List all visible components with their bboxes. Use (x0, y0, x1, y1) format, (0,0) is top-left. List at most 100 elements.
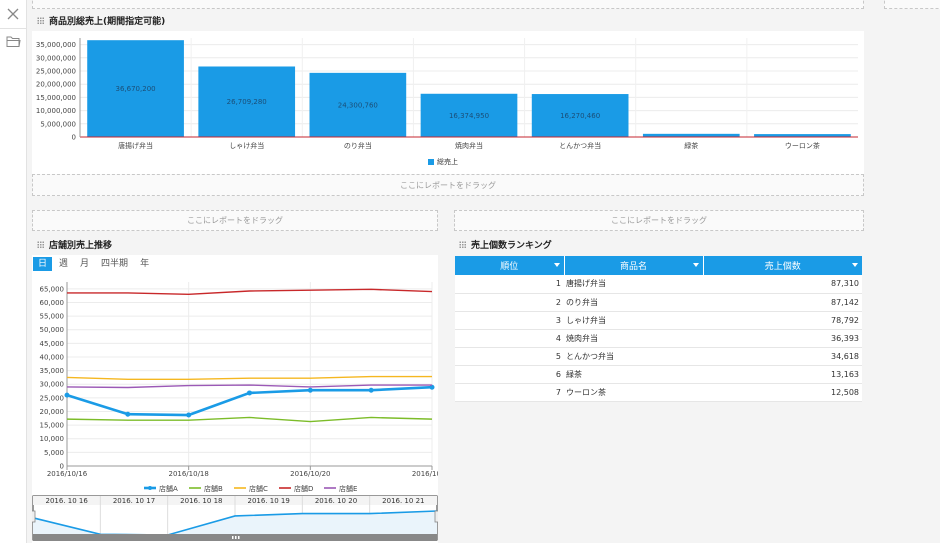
folder-open-icon[interactable] (4, 32, 22, 50)
column-header-product[interactable]: 商品名 (564, 256, 704, 275)
y-tick-label: 10,000,000 (36, 107, 76, 115)
sort-caret-icon[interactable] (852, 263, 858, 267)
x-tick-label: 2016/10/22 (412, 470, 438, 478)
toolbar-divider (0, 28, 27, 29)
drop-zone-right[interactable]: ここにレポートをドラッグ (454, 210, 864, 231)
rank-cell: 2 (455, 293, 564, 312)
x-tick-label: しゃけ弁当 (229, 141, 264, 150)
drop-zone-top[interactable]: ここにレポートをドラッグ (32, 0, 864, 9)
left-toolbar (0, 0, 27, 543)
period-option[interactable]: 日 (33, 257, 53, 271)
drag-handle-icon[interactable] (459, 241, 466, 248)
bar (531, 94, 629, 137)
series-point (307, 387, 313, 393)
column-header-quantity[interactable]: 売上個数 (703, 256, 862, 275)
y-tick-label: 40,000 (40, 353, 65, 361)
trend-chart-header[interactable]: 店舗別売上推移 (37, 238, 112, 251)
y-tick-label: 50,000 (40, 326, 65, 334)
bar (642, 133, 740, 137)
drop-zone-top-right[interactable] (884, 0, 940, 9)
y-tick-label: 30,000,000 (36, 54, 76, 62)
product-cell: しゃけ弁当 (564, 311, 703, 330)
legend-swatch (428, 159, 434, 165)
ranking-header[interactable]: 売上個数ランキング (459, 238, 552, 251)
y-tick-label: 35,000,000 (36, 41, 76, 49)
sort-caret-icon[interactable] (553, 263, 560, 267)
table-row[interactable]: 5 とんかつ弁当 34,618 (455, 347, 862, 366)
sort-caret-icon[interactable] (692, 263, 699, 267)
drag-handle-icon[interactable] (37, 241, 44, 248)
y-tick-label: 55,000 (40, 313, 65, 321)
bar (754, 134, 851, 137)
table-row[interactable]: 1 唐揚げ弁当 87,310 (455, 275, 862, 294)
sales-chart-header[interactable]: 商品別総売上(期間指定可能) (37, 14, 165, 27)
trend-chart-title: 店舗別売上推移 (49, 241, 113, 251)
series-point (247, 390, 252, 396)
x-tick-label: 2016/10/18 (168, 470, 208, 478)
y-tick-label: 15,000 (40, 422, 65, 430)
navigator-handle-left (32, 510, 36, 523)
legend-label: 店舗E (339, 484, 357, 493)
table-row[interactable]: 6 緑茶 13,163 (455, 365, 862, 384)
bar-data-label: 26,709,280 (227, 98, 267, 106)
drop-zone-label: ここにレポートをドラッグ (400, 180, 496, 190)
ranking-table-wrap: 順位 商品名 売上個数 1 唐揚げ弁当 87,310 2 のり弁当 87,142 3 しゃけ弁… (455, 256, 862, 402)
x-tick-label: 緑茶 (684, 141, 698, 150)
x-tick-label: 2016/10/16 (47, 470, 88, 478)
y-tick-label: 0 (60, 463, 64, 471)
drop-zone-middle[interactable]: ここにレポートをドラッグ (32, 174, 864, 196)
bar-data-label: 24,300,760 (338, 101, 378, 109)
y-tick-label: 60,000 (40, 299, 65, 307)
series-line (66, 384, 432, 389)
period-option[interactable]: 月 (80, 259, 90, 269)
table-row[interactable]: 7 ウーロン茶 12,508 (455, 383, 862, 402)
period-selector: 日週 月 四半期 年 (33, 257, 154, 271)
sales-chart-card: 0 5,000,000 10,000,000 15,000,000 20,000,000… (32, 31, 864, 174)
rank-cell: 3 (455, 311, 564, 330)
navigator-date-label: 2016. 10 19 (248, 497, 290, 505)
column-header-rank[interactable]: 順位 (455, 256, 565, 275)
legend-label: 店舗D (294, 484, 313, 493)
drop-zone-label: ここにレポートをドラッグ (611, 216, 707, 225)
product-cell: 緑茶 (564, 365, 703, 384)
navigator-date-label: 2016. 10 16 (46, 497, 89, 505)
navigator-area (33, 511, 437, 540)
y-tick-label: 65,000 (40, 285, 65, 293)
bar (309, 72, 407, 137)
sales-bar-chart: 0 5,000,000 10,000,000 15,000,000 20,000,000… (36, 38, 858, 150)
table-row[interactable]: 3 しゃけ弁当 78,792 (455, 311, 862, 330)
period-option[interactable]: 年 (140, 259, 150, 269)
y-tick-label: 25,000 (40, 394, 65, 402)
y-tick-label: 45,000 (40, 340, 65, 348)
series-point (64, 392, 70, 398)
y-tick-label: 20,000 (40, 408, 65, 416)
scrollbar-grip-icon (235, 536, 237, 539)
bar-data-label: 16,374,950 (449, 112, 489, 120)
rank-cell: 6 (455, 365, 564, 384)
bar (87, 40, 184, 137)
bar (420, 93, 518, 137)
quantity-cell: 87,310 (703, 275, 862, 294)
table-row[interactable]: 4 焼肉弁当 36,393 (455, 329, 862, 348)
x-tick-label: 唐揚げ弁当 (118, 141, 153, 150)
sales-legend[interactable]: 総売上 (428, 157, 458, 167)
y-tick-label: 20,000,000 (36, 81, 76, 89)
series-line (66, 416, 433, 423)
series-point (186, 412, 192, 418)
legend-label: 店舗B (204, 484, 223, 493)
series-point (429, 384, 435, 390)
y-tick-label: 35,000 (40, 367, 65, 375)
y-tick-label: 10,000 (40, 435, 65, 443)
sales-chart-title: 商品別総売上(期間指定可能) (49, 17, 166, 27)
close-icon[interactable] (4, 5, 22, 23)
period-option[interactable]: 四半期 (101, 259, 129, 269)
period-option[interactable]: 週 (59, 259, 69, 269)
product-cell: とんかつ弁当 (564, 347, 703, 366)
x-tick-label: とんかつ弁当 (559, 141, 601, 150)
table-row[interactable]: 2 のり弁当 87,142 (455, 293, 862, 312)
rank-cell: 5 (455, 347, 564, 366)
trend-chart-card: 日週 月 四半期 年 0 5,000 10,000 15,000 20,000 25,000 30… (32, 255, 438, 543)
drop-zone-left[interactable]: ここにレポートをドラッグ (32, 210, 438, 231)
drag-handle-icon[interactable] (37, 17, 44, 24)
y-tick-label: 15,000,000 (36, 94, 76, 102)
